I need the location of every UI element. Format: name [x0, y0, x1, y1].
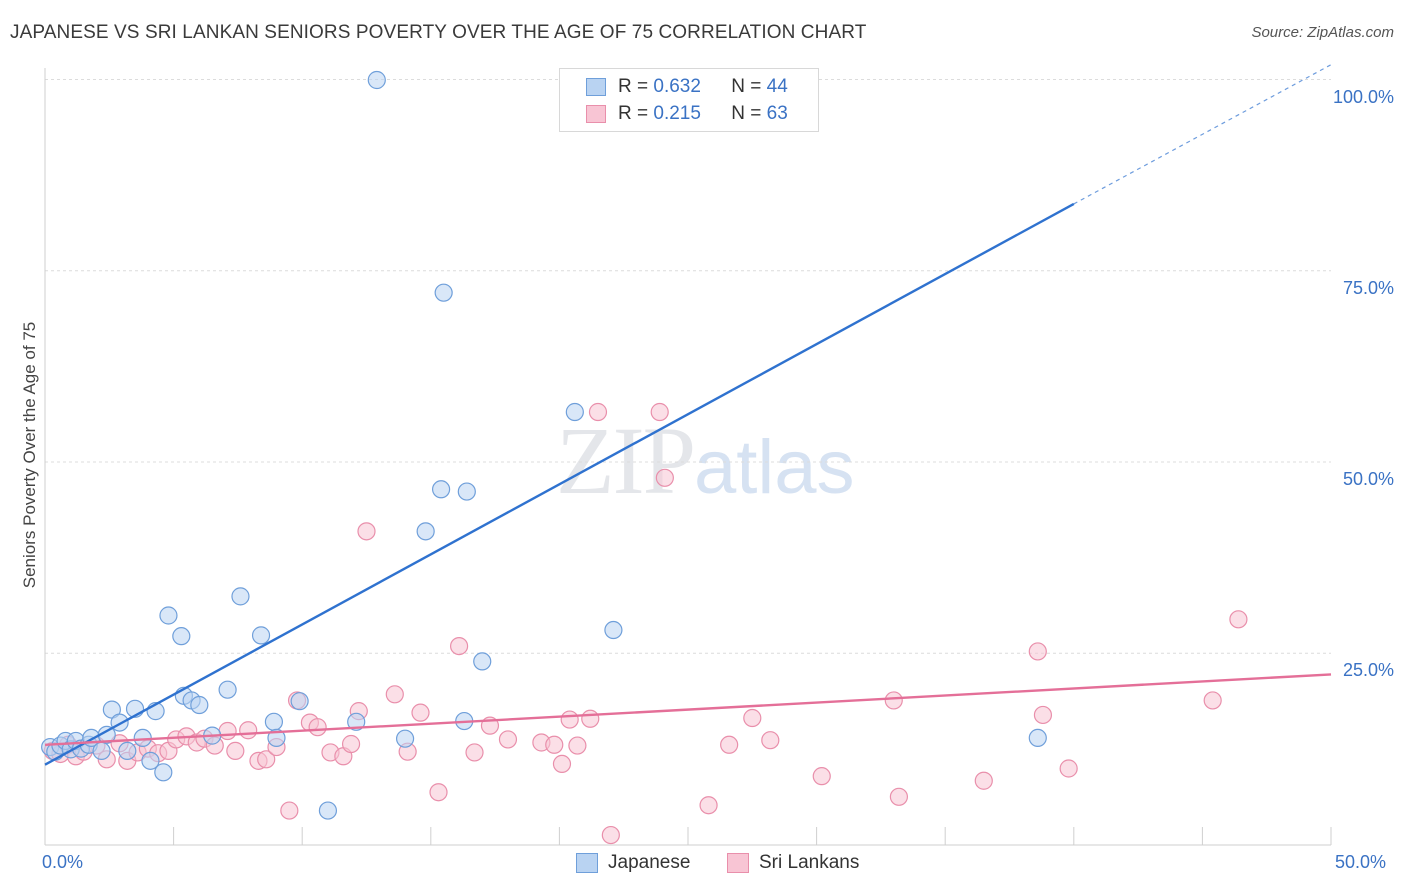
sri-lankans-point: [812, 767, 831, 786]
japanese-point: [154, 763, 173, 782]
y-tick-label-75: 75.0%: [1342, 278, 1394, 298]
chart-title: JAPANESE VS SRI LANKAN SENIORS POVERTY O…: [10, 22, 867, 43]
japanese-point: [367, 70, 386, 90]
japanese-point: [431, 480, 451, 499]
japanese-point: [347, 712, 366, 731]
legend-n-label: N =: [731, 103, 762, 124]
japanese-point: [231, 587, 250, 606]
japanese-legend-label: Japanese: [608, 852, 691, 873]
sri-lankans-point: [1229, 610, 1248, 629]
sri-lankans-point: [545, 735, 564, 754]
x-tick-label-min: 0.0%: [42, 852, 84, 872]
watermark-atlas: atlas: [694, 425, 855, 510]
japanese-point: [133, 728, 152, 748]
bottom-legend-sri-lankans: Sri Lankans: [727, 852, 859, 874]
sri-lankans-point: [1028, 642, 1047, 661]
sri-lankans-point: [257, 750, 276, 769]
bottom-legend-japanese: Japanese: [576, 852, 690, 874]
sri-lankans-point: [720, 735, 739, 754]
sri-lankans-point: [974, 771, 993, 790]
japanese-point: [267, 728, 286, 748]
japanese-point: [172, 627, 191, 646]
sri-lankans-point: [568, 736, 587, 755]
sri-lankans-trend-line: [44, 673, 1332, 746]
legend-r-value: 0.632: [653, 76, 701, 97]
sri-lankans-swatch: [586, 105, 606, 123]
sri-lankans-point: [465, 743, 484, 762]
japanese-point: [457, 482, 476, 501]
japanese-point: [290, 692, 309, 711]
sri-lankans-point: [884, 691, 903, 710]
sri-lankans-point: [357, 522, 376, 541]
japanese-point: [434, 283, 453, 302]
sri-lankans-point: [552, 754, 572, 774]
watermark-zip: ZIP: [556, 407, 696, 514]
legend-n-label: N =: [731, 76, 762, 97]
sri-lankans-point: [889, 787, 909, 806]
sri-lankans-point: [560, 710, 579, 729]
sri-lankans-point: [650, 402, 669, 422]
sri-lankans-point: [1033, 705, 1053, 725]
japanese-swatch: [586, 78, 606, 96]
japanese-point: [190, 695, 209, 715]
japanese-point: [118, 741, 137, 761]
japanese-point: [473, 652, 492, 671]
sri-lankans-point: [308, 718, 327, 737]
y-tick-label-100: 100.0%: [1332, 87, 1394, 107]
sri-lankans-legend-swatch: [727, 853, 749, 873]
sri-lankans-point: [1203, 691, 1222, 710]
legend-row-sri-lankans: R = 0.215 N = 63: [586, 101, 788, 127]
japanese-trend-line: [44, 202, 1075, 766]
japanese-point: [141, 751, 160, 770]
japanese-trend-extension: [1073, 64, 1332, 205]
sri-lankans-point: [385, 685, 404, 704]
japanese-point: [92, 741, 111, 761]
sri-lankans-point: [280, 801, 299, 820]
sri-lankans-point: [1059, 759, 1078, 778]
sri-lankans-point: [743, 708, 762, 728]
japanese-point: [218, 680, 237, 699]
sri-lankans-point: [341, 734, 361, 754]
japanese-point: [416, 522, 435, 541]
y-tick-label-25: 25.0%: [1342, 660, 1394, 680]
sri-lankans-point: [449, 636, 469, 656]
sri-lankans-point: [429, 783, 448, 802]
sri-lankans-point: [699, 796, 718, 815]
sri-lankans-point: [226, 741, 245, 761]
x-tick-label-max: 50.0%: [1335, 852, 1387, 872]
legend-n-value: 44: [766, 76, 788, 97]
japanese-point: [251, 626, 271, 645]
y-tick-label-50: 50.0%: [1342, 469, 1394, 489]
japanese-legend-swatch: [576, 853, 598, 873]
sri-lankans-point: [218, 721, 237, 741]
sri-lankans-point: [588, 402, 608, 422]
legend-row-japanese: R = 0.632 N = 44: [586, 74, 788, 100]
sri-lankans-legend-label: Sri Lankans: [759, 852, 860, 873]
sri-lankans-point: [761, 731, 780, 750]
japanese-point: [565, 402, 584, 422]
sri-lankans-point: [655, 468, 674, 487]
legend-r-label: R =: [618, 76, 649, 97]
sri-lankans-point: [411, 703, 430, 722]
japanese-point: [1028, 728, 1047, 748]
legend-r-label: R =: [618, 103, 649, 124]
japanese-point: [395, 729, 415, 748]
sri-lankans-point: [581, 709, 600, 728]
japanese-point: [264, 712, 284, 731]
source-label: Source: ZipAtlas.com: [1251, 24, 1394, 41]
sri-lankans-point: [239, 721, 258, 740]
japanese-point: [318, 801, 338, 820]
japanese-point: [159, 606, 178, 625]
sri-lankans-point: [498, 730, 518, 749]
correlation-legend: R = 0.632 N = 44 R = 0.215 N = 63: [559, 68, 819, 132]
sri-lankans-point: [601, 825, 620, 845]
japanese-point: [604, 620, 623, 640]
legend-r-value: 0.215: [653, 103, 701, 124]
legend-n-value: 63: [766, 103, 788, 124]
watermark: ZIPatlas: [556, 405, 855, 516]
